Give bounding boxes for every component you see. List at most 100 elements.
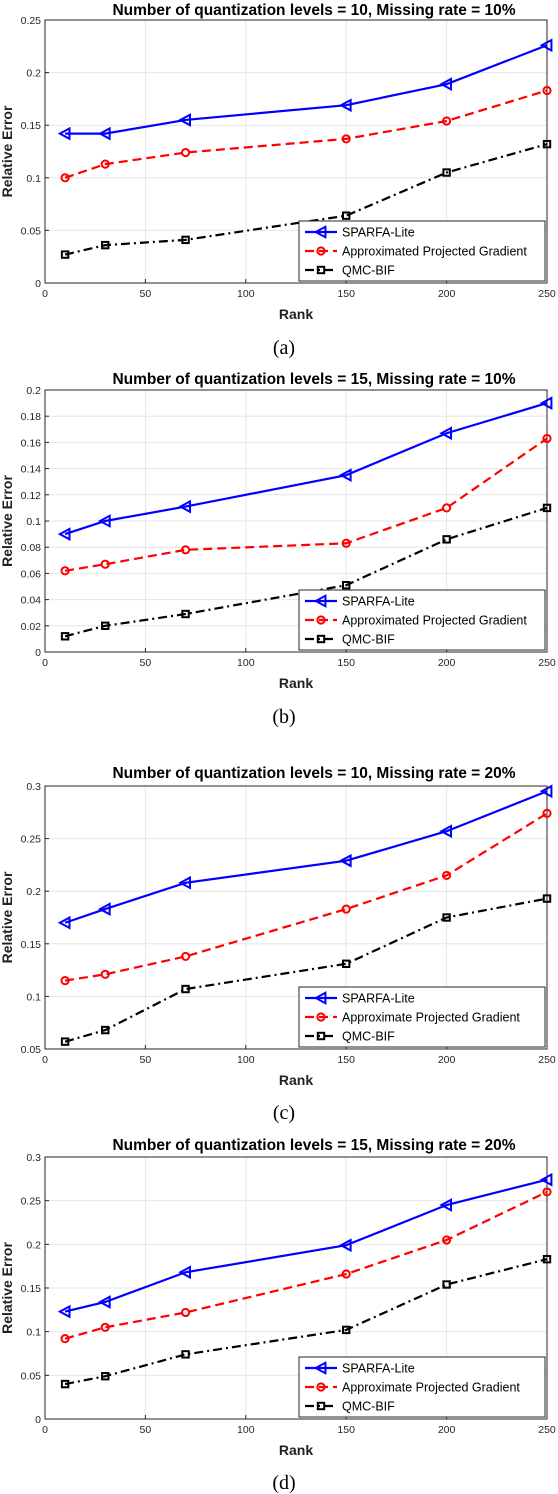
- x-axis-label: Rank: [279, 1072, 313, 1088]
- y-axis-label: Relative Error: [0, 475, 15, 567]
- data-point: [178, 875, 191, 890]
- data-point: [439, 1198, 453, 1212]
- data-point: [341, 904, 351, 914]
- y-axis-label: Relative Error: [0, 1242, 15, 1334]
- legend-marker: [316, 1031, 326, 1041]
- data-point: [542, 894, 552, 903]
- data-point: [539, 396, 553, 410]
- y-tick-label: 0.06: [21, 568, 42, 580]
- data-point: [97, 1295, 111, 1309]
- chart-a: 0 50 100 150 200 250 0 0.05 0.1 0.15 0.2 0.25 SPARFA…: [0, 2, 556, 359]
- x-tick-label: 150: [337, 288, 355, 300]
- x-tick-label: 100: [237, 657, 255, 669]
- data-point: [178, 1265, 191, 1280]
- legend-marker: [316, 615, 326, 625]
- y-tick-label: 0.05: [21, 1370, 42, 1382]
- series-line-1: [64, 437, 548, 572]
- data-point: [180, 1307, 191, 1318]
- data-point: [60, 632, 70, 641]
- legend-label: Approximated Projected Gradient: [342, 245, 527, 259]
- y-tick-label: 0.14: [21, 464, 42, 476]
- series-line-0: [64, 790, 548, 924]
- data-point: [180, 951, 191, 962]
- y-axis-label: Relative Error: [0, 105, 15, 197]
- data-point: [57, 126, 71, 141]
- series-line-2: [64, 506, 548, 638]
- y-tick-label: 0.2: [26, 68, 41, 80]
- legend-box: [298, 1356, 546, 1418]
- series-line-1: [64, 89, 548, 179]
- x-tick-label: 100: [237, 288, 255, 300]
- y-tick-label: 0.2: [26, 385, 41, 397]
- subfigure-caption: (d): [272, 1472, 295, 1494]
- data-point: [542, 433, 552, 444]
- x-tick-label: 200: [438, 288, 456, 300]
- x-tick-label: 50: [140, 1424, 152, 1436]
- x-tick-label: 250: [538, 1054, 556, 1066]
- legend-marker: [313, 594, 327, 608]
- legend-label: Approximate Projected Gradient: [342, 1381, 520, 1395]
- legend-marker: [316, 1382, 326, 1392]
- y-tick-label: 0: [35, 647, 41, 659]
- data-point: [181, 235, 190, 245]
- x-tick-label: 0: [42, 288, 48, 300]
- data-point: [97, 126, 111, 141]
- legend-label: SPARFA-Lite: [342, 992, 415, 1006]
- legend-marker: [313, 1361, 327, 1375]
- data-point: [181, 609, 190, 619]
- y-axis-label: Relative Error: [0, 871, 15, 963]
- legend: SPARFA-Lite Approximate Projected Gradien…: [298, 986, 546, 1048]
- data-point: [97, 902, 111, 916]
- x-tick-label: 250: [538, 288, 556, 300]
- legend-label: Approximate Projected Gradient: [342, 1011, 520, 1025]
- data-point: [338, 1238, 352, 1253]
- legend-box: [298, 589, 546, 651]
- y-tick-label: 0.04: [21, 595, 42, 607]
- y-tick-label: 0.16: [21, 437, 42, 449]
- series-line-0: [64, 1178, 548, 1313]
- x-tick-label: 50: [140, 657, 152, 669]
- data-point: [442, 1235, 452, 1245]
- data-point: [442, 913, 451, 922]
- y-tick-label: 0.02: [21, 621, 42, 633]
- legend: SPARFA-Lite Approximate Projected Gradien…: [298, 1356, 546, 1418]
- y-tick-label: 0.25: [21, 1196, 42, 1208]
- data-point: [439, 824, 453, 839]
- y-tick-label: 0.05: [21, 1044, 42, 1056]
- legend: SPARFA-Lite Approximated Projected Gradie…: [298, 589, 546, 651]
- y-tick-label: 0.12: [21, 490, 42, 502]
- series-line-2: [64, 897, 548, 1043]
- x-tick-label: 0: [42, 657, 48, 669]
- chart-title: Number of quantization levels = 10, Miss…: [112, 765, 515, 782]
- axes-box: [44, 19, 548, 284]
- x-tick-label: 50: [140, 1054, 152, 1066]
- y-tick-label: 0.3: [26, 781, 41, 793]
- data-point: [442, 503, 452, 513]
- data-point: [97, 514, 111, 528]
- y-tick-label: 0.15: [21, 939, 42, 951]
- data-point: [101, 621, 110, 630]
- data-point: [442, 168, 451, 177]
- y-tick-label: 0.25: [21, 834, 42, 846]
- y-tick-label: 0.15: [21, 120, 42, 132]
- axes-box: [44, 785, 548, 1050]
- chart-b: 0 50 100 150 200 250 0 0.02 0.04 0.06 0.08 0.1 0.12 0…: [0, 371, 556, 728]
- data-point: [338, 98, 352, 113]
- legend-label: SPARFA-Lite: [342, 226, 415, 240]
- x-tick-label: 50: [140, 288, 152, 300]
- y-tick-label: 0.1: [26, 516, 41, 528]
- x-tick-label: 100: [237, 1054, 255, 1066]
- data-point: [542, 1254, 552, 1264]
- legend-label: SPARFA-Lite: [342, 1362, 415, 1376]
- data-point: [60, 250, 70, 259]
- x-tick-label: 150: [337, 1424, 355, 1436]
- data-point: [539, 38, 553, 53]
- data-point: [542, 85, 552, 96]
- data-point: [101, 1025, 110, 1035]
- legend-label: QMC-BIF: [342, 1400, 395, 1414]
- x-tick-label: 150: [337, 657, 355, 669]
- data-point: [539, 1172, 553, 1187]
- data-point: [60, 1334, 70, 1344]
- data-point: [100, 969, 110, 979]
